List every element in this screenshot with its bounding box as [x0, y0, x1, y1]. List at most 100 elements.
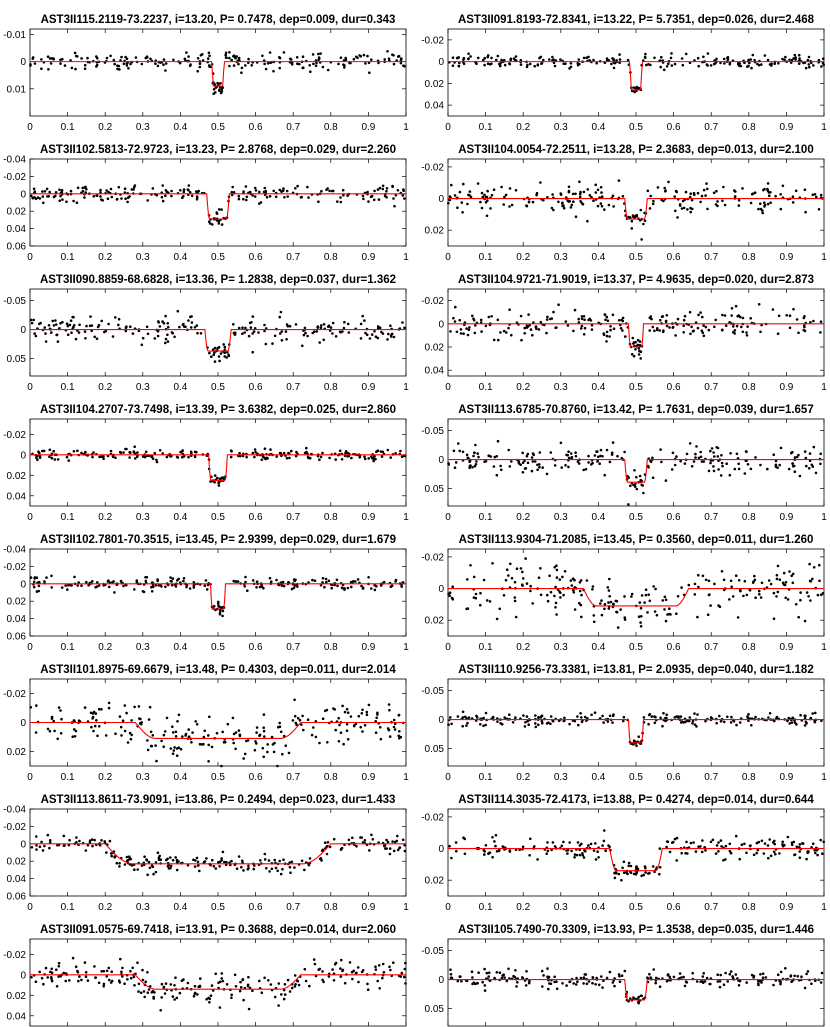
data-point [499, 331, 502, 334]
data-point [474, 324, 477, 327]
data-point [577, 723, 580, 727]
data-point [739, 589, 742, 593]
data-point [633, 469, 636, 472]
data-point [673, 716, 677, 719]
data-point [226, 722, 230, 726]
data-point [476, 182, 480, 185]
data-point [707, 469, 711, 473]
data-point [181, 735, 184, 738]
data-point [374, 457, 377, 461]
data-point [250, 64, 253, 67]
x-tick-label: 1 [821, 772, 827, 783]
data-point [73, 728, 76, 731]
data-point [619, 327, 623, 330]
data-point [347, 331, 351, 334]
data-point [679, 715, 683, 718]
data-point [608, 335, 611, 338]
data-point [322, 338, 326, 342]
data-point [386, 50, 389, 53]
data-point [336, 200, 339, 203]
data-point [791, 195, 795, 198]
data-point [324, 577, 328, 581]
data-point [567, 456, 571, 460]
data-point [757, 979, 760, 983]
data-point [555, 568, 559, 572]
data-point [701, 975, 705, 978]
data-point [196, 57, 200, 60]
data-point [268, 576, 272, 580]
data-point [803, 724, 807, 727]
data-point [798, 846, 801, 849]
data-point [53, 458, 57, 461]
data-point [171, 731, 175, 734]
data-point [278, 451, 282, 455]
data-point [791, 462, 794, 465]
data-point [488, 600, 492, 603]
data-point [707, 593, 711, 597]
data-point [515, 567, 519, 570]
data-point [187, 184, 191, 187]
data-point [392, 961, 395, 964]
data-point [174, 735, 178, 738]
data-point [232, 732, 236, 736]
data-point [450, 976, 454, 980]
data-point [65, 200, 68, 203]
data-point [568, 199, 571, 203]
data-point [241, 861, 244, 864]
data-point [388, 735, 392, 738]
data-point [682, 206, 686, 210]
data-point [199, 332, 203, 335]
data-point [45, 187, 49, 191]
data-point [205, 998, 208, 1001]
data-point [94, 712, 98, 715]
data-point [448, 844, 451, 848]
data-point [343, 66, 346, 69]
data-point [318, 741, 321, 745]
data-point [735, 723, 738, 727]
data-point [790, 843, 794, 846]
y-tick-label: -0.05 [421, 426, 444, 437]
data-point [209, 994, 213, 997]
data-point [553, 64, 557, 68]
x-tick-label: 0.6 [667, 772, 681, 783]
data-point [760, 839, 764, 843]
data-point [547, 975, 551, 979]
data-point [784, 967, 787, 970]
data-point [33, 62, 37, 65]
data-point [754, 456, 757, 459]
data-point [76, 969, 79, 973]
data-point [538, 56, 541, 60]
data-point [43, 326, 47, 329]
data-point [327, 579, 331, 583]
data-point [791, 572, 795, 576]
x-tick-label: 0 [445, 382, 451, 393]
data-point [388, 847, 392, 850]
data-point [679, 459, 682, 463]
data-point [131, 966, 134, 970]
data-point [119, 957, 122, 961]
data-point [282, 734, 286, 738]
data-point [453, 194, 457, 197]
x-tick-label: 0 [27, 772, 33, 783]
data-point [333, 963, 337, 966]
data-point [505, 331, 508, 334]
y-tick-label: 0.04 [7, 224, 27, 235]
data-point [734, 973, 738, 976]
data-point [231, 185, 234, 189]
data-point [808, 452, 812, 455]
data-point [74, 337, 78, 341]
y-tick-label: 0 [438, 455, 444, 466]
data-point [680, 851, 683, 855]
data-point [569, 206, 573, 209]
data-point [514, 189, 518, 192]
data-point [140, 864, 144, 867]
y-tick-label: 0 [20, 970, 26, 981]
data-point [545, 852, 548, 855]
data-point [584, 467, 588, 471]
data-point [107, 701, 111, 705]
data-point [668, 975, 671, 979]
data-point [591, 461, 594, 465]
data-point [528, 854, 531, 857]
data-point [282, 997, 286, 1001]
data-point [346, 455, 349, 458]
